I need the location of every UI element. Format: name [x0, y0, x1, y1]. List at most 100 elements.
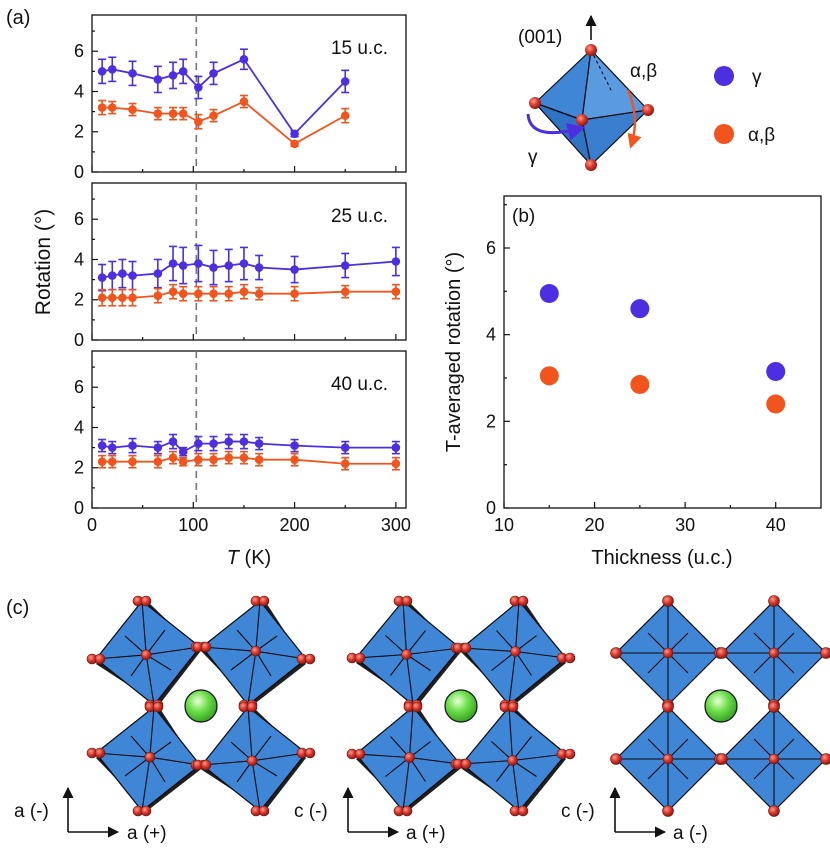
oxygen-atom: [355, 749, 365, 759]
data-point-alphabeta: [290, 289, 299, 298]
x-tick-label: 200: [280, 515, 310, 535]
y-tick-label: 6: [74, 377, 84, 397]
data-point-gamma: [128, 441, 137, 450]
oxygen-atom: [518, 806, 528, 816]
data-point-alphabeta: [108, 293, 117, 302]
inset-alphabeta-label: α,β: [630, 61, 657, 82]
data-point-gamma: [290, 129, 299, 138]
panel-a-xlabel-unit: (K): [239, 547, 271, 569]
data-point-gamma: [341, 443, 350, 452]
data-point-alphabeta: [209, 111, 218, 120]
oxygen-atom: [141, 596, 151, 606]
data-point-alphabeta: [341, 111, 350, 120]
data-point-gamma: [169, 437, 178, 446]
panel-b-ylabel: T-averaged rotation (°): [443, 252, 465, 452]
data-point-alphabeta: [108, 103, 117, 112]
x-tick-label: 0: [87, 515, 97, 535]
data-point-gamma: [240, 55, 249, 64]
panel-a-label: (a): [6, 7, 30, 29]
data-point-gamma: [240, 259, 249, 268]
data-point-gamma: [630, 299, 649, 318]
data-point-alphabeta: [290, 140, 299, 149]
data-point-gamma: [224, 437, 233, 446]
y-tick-label: 4: [486, 325, 496, 345]
inset-oxygen-right: [642, 104, 654, 116]
oxygen-atom: [305, 654, 315, 664]
x-tick-label: 300: [381, 515, 411, 535]
data-point-alphabeta: [154, 291, 163, 300]
oxygen-atom: [402, 806, 412, 816]
y-tick-label: 2: [486, 411, 496, 431]
data-point-gamma: [209, 69, 218, 78]
data-point-gamma: [194, 83, 203, 92]
inset-oxygen-bottom: [585, 159, 597, 171]
data-point-alphabeta: [169, 109, 178, 118]
data-point-alphabeta: [179, 457, 188, 466]
structure-1: [87, 596, 315, 816]
data-point-alphabeta: [392, 287, 401, 296]
structure-1-vertical-label: a (-): [14, 801, 49, 822]
structure-1-horizontal-label: a (+): [127, 823, 167, 844]
panel-b-label: (b): [512, 206, 535, 227]
data-point-alphabeta: [128, 293, 137, 302]
oxygen-atom: [201, 760, 211, 770]
x-tick-label: 30: [675, 515, 695, 535]
y-tick-label: 6: [486, 238, 496, 258]
data-point-alphabeta: [154, 457, 163, 466]
data-point-gamma: [255, 439, 264, 448]
legend: γ α,β: [714, 66, 775, 146]
data-point-alphabeta: [341, 459, 350, 468]
oxygen-atom: [412, 702, 422, 712]
oxygen-atom: [259, 596, 269, 606]
data-point-gamma: [108, 271, 117, 280]
y-tick-label: 2: [74, 458, 84, 478]
a-site-cation: [445, 690, 477, 722]
x-tick-label: 20: [585, 515, 605, 535]
structure-2: [347, 596, 575, 816]
legend-gamma-label: γ: [752, 67, 762, 88]
inset-oxygen-front: [576, 114, 588, 126]
oxygen-atom: [565, 749, 575, 759]
data-point-alphabeta: [108, 457, 117, 466]
octahedron: [611, 702, 726, 817]
panel-a-xlabel: T (K): [227, 547, 271, 569]
oxygen-atom-center: [145, 752, 155, 762]
oxygen-atom: [305, 748, 315, 758]
octahedron: [193, 596, 315, 710]
oxygen-atom-center: [663, 648, 673, 658]
y-tick-label: 2: [74, 122, 84, 142]
structure-2-vertical-label: c (-): [294, 801, 328, 822]
data-point-gamma: [392, 443, 401, 452]
oxygen-atom-center: [405, 753, 415, 763]
oxygen-atom: [611, 648, 622, 659]
oxygen-atom-center: [402, 650, 412, 660]
data-point-alphabeta: [341, 287, 350, 296]
oxygen-atom: [821, 754, 830, 765]
data-point-alphabeta: [98, 293, 107, 302]
panel-a-ylabel: Rotation (°): [32, 209, 55, 315]
data-point-alphabeta: [209, 289, 218, 298]
panel-c-label: (c): [6, 597, 29, 619]
oxygen-atom-center: [141, 650, 151, 660]
data-point-gamma: [169, 259, 178, 268]
data-point-alphabeta: [194, 289, 203, 298]
inset-face-lower-right: [582, 110, 648, 165]
data-point-gamma: [290, 441, 299, 450]
oxygen-atom: [402, 596, 412, 606]
legend-alphabeta-marker: [714, 124, 734, 144]
oxygen-atom: [717, 648, 728, 659]
data-point-alphabeta: [98, 103, 107, 112]
data-point-alphabeta: [179, 289, 188, 298]
oxygen-atom-center: [769, 754, 779, 764]
data-point-alphabeta: [540, 366, 559, 385]
data-point-alphabeta: [98, 457, 107, 466]
data-point-gamma: [540, 284, 559, 303]
x-tick-label: 10: [494, 515, 514, 535]
data-point-gamma: [98, 67, 107, 76]
panel-b-xlabel: Thickness (u.c.): [591, 547, 732, 569]
data-point-alphabeta: [224, 453, 233, 462]
data-point-alphabeta: [240, 97, 249, 106]
data-point-alphabeta: [194, 455, 203, 464]
